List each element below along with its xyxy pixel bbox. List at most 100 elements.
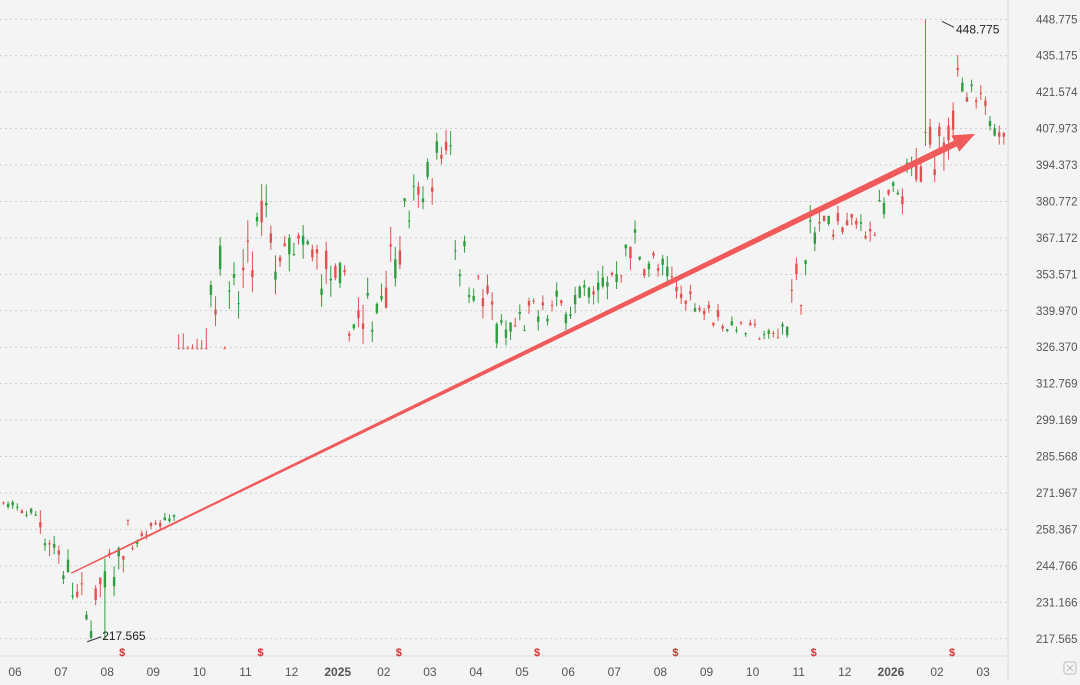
candle-body bbox=[343, 270, 345, 272]
candle-body bbox=[864, 236, 866, 238]
candle-body bbox=[694, 308, 696, 311]
dividend-marker-icon: $ bbox=[811, 647, 817, 659]
candle-body bbox=[837, 213, 839, 221]
candle-body bbox=[841, 227, 843, 232]
dividend-marker-icon: $ bbox=[672, 647, 678, 659]
candle-body bbox=[154, 523, 156, 524]
candle-body bbox=[260, 201, 262, 223]
candle-body bbox=[883, 203, 885, 214]
candle-body bbox=[482, 298, 484, 306]
candle-body bbox=[800, 305, 802, 306]
candle-body bbox=[371, 330, 373, 332]
dividend-marker-icon: $ bbox=[949, 647, 955, 659]
candle-body bbox=[214, 310, 216, 315]
candle-body bbox=[270, 233, 272, 242]
candle-body bbox=[81, 583, 83, 584]
candle-body bbox=[509, 323, 511, 332]
candle-body bbox=[362, 324, 364, 329]
candle-body bbox=[11, 502, 13, 505]
candle-body bbox=[265, 203, 267, 205]
y-tick-label: 244.766 bbox=[1036, 561, 1078, 573]
candle-body bbox=[519, 312, 521, 314]
candle-body bbox=[975, 100, 977, 102]
candle-body bbox=[440, 155, 442, 159]
dividend-marker-icon: $ bbox=[257, 647, 263, 659]
candle-body bbox=[104, 571, 106, 587]
candle-body bbox=[726, 329, 728, 331]
candle-body bbox=[233, 274, 235, 278]
candle-body bbox=[731, 321, 733, 325]
candle-body bbox=[279, 257, 281, 261]
x-tick-label: 08 bbox=[101, 665, 115, 679]
candle-body bbox=[357, 310, 359, 318]
candle-body bbox=[320, 289, 322, 295]
candle-body bbox=[638, 257, 640, 260]
candle-body bbox=[781, 325, 783, 327]
candle-body bbox=[431, 187, 433, 191]
candle-body bbox=[620, 275, 622, 276]
low-label: 217.565 bbox=[102, 629, 146, 643]
candle-body bbox=[399, 250, 401, 264]
dividend-marker-icon: $ bbox=[119, 647, 125, 659]
candle-body bbox=[394, 259, 396, 278]
x-tick-label: 06 bbox=[8, 665, 22, 679]
candle-body bbox=[191, 348, 193, 349]
candle-body bbox=[219, 246, 221, 270]
candle-body bbox=[993, 128, 995, 135]
candle-body bbox=[353, 324, 355, 328]
candle-body bbox=[2, 502, 4, 503]
x-tick-label: 05 bbox=[515, 665, 529, 679]
candle-body bbox=[555, 291, 557, 297]
candle-body bbox=[122, 556, 124, 560]
candle-body bbox=[712, 323, 714, 326]
candle-body bbox=[984, 101, 986, 106]
candle-body bbox=[606, 282, 608, 286]
candle-body bbox=[532, 301, 534, 302]
candle-body bbox=[283, 243, 285, 246]
candle-body bbox=[58, 551, 60, 555]
candle-body bbox=[966, 97, 968, 101]
candle-body bbox=[758, 339, 760, 340]
candle-body bbox=[164, 517, 166, 520]
candle-body bbox=[717, 310, 719, 317]
candle-body bbox=[666, 267, 668, 277]
candle-body bbox=[892, 183, 894, 186]
candle-body bbox=[952, 111, 954, 130]
candle-body bbox=[413, 186, 415, 187]
candle-body bbox=[551, 305, 553, 306]
candle-body bbox=[505, 330, 507, 338]
candle-body bbox=[380, 296, 382, 299]
x-tick-label: 03 bbox=[423, 665, 437, 679]
candle-body bbox=[901, 196, 903, 204]
candle-body bbox=[496, 324, 498, 343]
candle-body bbox=[454, 250, 456, 251]
y-tick-label: 312.769 bbox=[1036, 379, 1078, 391]
candle-body bbox=[860, 222, 862, 223]
candle-body bbox=[274, 272, 276, 280]
candle-body bbox=[403, 198, 405, 201]
candle-body bbox=[94, 588, 96, 600]
candle-body bbox=[325, 251, 327, 269]
candle-body bbox=[924, 132, 926, 133]
candle-body bbox=[980, 93, 982, 94]
candle-body bbox=[500, 320, 502, 322]
x-tick-label: 2026 bbox=[878, 665, 905, 679]
candle-body bbox=[744, 333, 746, 334]
candle-body bbox=[685, 300, 687, 303]
candle-body bbox=[251, 270, 253, 277]
dividend-marker-icon: $ bbox=[534, 647, 540, 659]
candle-body bbox=[210, 285, 212, 295]
candle-body bbox=[643, 269, 645, 275]
y-tick-label: 367.172 bbox=[1036, 233, 1078, 245]
x-tick-label: 12 bbox=[285, 665, 299, 679]
y-tick-label: 339.970 bbox=[1036, 306, 1078, 318]
x-tick-label: 11 bbox=[792, 665, 805, 679]
candle-body bbox=[307, 241, 309, 244]
candle-body bbox=[224, 348, 226, 349]
candle-body bbox=[528, 301, 530, 306]
y-tick-label: 285.568 bbox=[1036, 452, 1078, 464]
x-tick-label: 08 bbox=[654, 665, 668, 679]
candle-body bbox=[777, 338, 779, 339]
